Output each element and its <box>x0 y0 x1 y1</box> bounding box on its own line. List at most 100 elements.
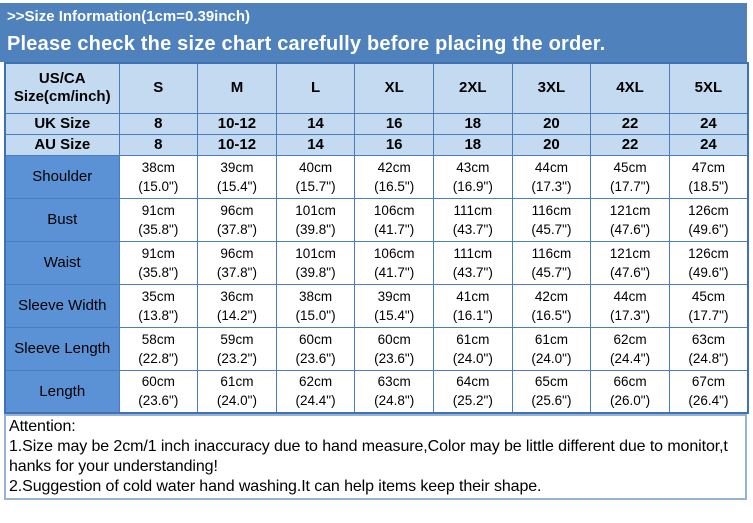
cm-value: 42cm <box>534 288 568 304</box>
attention-line-1: 1.Size may be 2cm/1 inch inaccuracy due … <box>9 438 728 455</box>
cm-value: 35cm <box>141 288 175 304</box>
measurement-cell: 45cm (17.7") <box>668 283 749 328</box>
row-header-waist: Waist <box>4 240 120 285</box>
inch-value: (49.6") <box>688 221 729 237</box>
measurement-cell: 41cm (16.1") <box>433 283 513 328</box>
row-header-length: Length <box>4 369 120 414</box>
measurement-cell: 111cm (43.7") <box>433 240 513 285</box>
measurement-cell: 101cm (39.8") <box>275 197 356 242</box>
cm-value: 106cm <box>373 202 415 218</box>
measurement-cell: 66cm (26.0") <box>590 369 670 414</box>
au-size-value: 18 <box>433 133 513 156</box>
measurement-cell: 45cm (17.7") <box>590 154 670 199</box>
measurement-cell: 40cm (15.7") <box>275 154 356 199</box>
cm-value: 106cm <box>373 245 415 261</box>
measurement-cell: 121cm (47.6") <box>590 197 670 242</box>
inch-value: (26.4") <box>688 393 729 409</box>
row-header-uk-size: UK Size <box>4 112 120 135</box>
row-header-bust: Bust <box>4 197 120 242</box>
inch-value: (24.0") <box>216 393 257 409</box>
inch-value: (17.3") <box>610 307 651 323</box>
inch-value: (25.2") <box>452 393 493 409</box>
column-header-l: L <box>275 62 356 114</box>
cm-value: 126cm <box>688 245 729 261</box>
inch-value: (39.8") <box>295 264 336 280</box>
measurement-cell: 38cm (15.0") <box>118 154 199 199</box>
inch-value: (13.8") <box>138 307 179 323</box>
cm-value: 65cm <box>534 374 568 390</box>
inch-value: (16.5") <box>531 307 572 323</box>
measurement-cell: 67cm (26.4") <box>668 369 749 414</box>
au-size-value: 16 <box>354 133 434 156</box>
measurement-cell: 91cm (35.8") <box>118 197 199 242</box>
measurement-cell: 91cm (35.8") <box>118 240 199 285</box>
measurement-cell: 116cm (45.7") <box>511 240 592 285</box>
row-uk-size: UK Size 8 10-12 14 16 18 20 22 24 <box>4 112 749 135</box>
cm-value: 38cm <box>141 159 175 175</box>
cm-value: 121cm <box>609 202 651 218</box>
cm-value: 60cm <box>141 374 175 390</box>
row-length: Length 60cm (23.6") 61cm (24.0") 62cm (24.4… <box>4 369 749 414</box>
measurement-cell: 35cm (13.8") <box>118 283 199 328</box>
cm-value: 96cm <box>220 245 254 261</box>
au-size-value: 22 <box>590 133 670 156</box>
inch-value: (45.7") <box>531 264 572 280</box>
inch-value: (24.8") <box>374 393 415 409</box>
measurement-cell: 44cm (17.3") <box>511 154 592 199</box>
uk-size-value: 22 <box>590 112 670 135</box>
cm-value: 121cm <box>609 245 651 261</box>
row-header-shoulder: Shoulder <box>4 154 120 199</box>
column-header-m: M <box>197 62 277 114</box>
column-header-4xl: 4XL <box>590 62 670 114</box>
au-size-value: 20 <box>511 133 592 156</box>
cm-value: 58cm <box>141 331 175 347</box>
cm-value: 101cm <box>295 202 336 218</box>
measurement-cell: 62cm (24.4") <box>590 326 670 371</box>
cm-value: 116cm <box>531 245 572 261</box>
inch-value: (14.2") <box>216 307 257 323</box>
measurement-cell: 59cm (23.2") <box>197 326 277 371</box>
inch-value: (24.0") <box>531 350 572 366</box>
measurement-cell: 47cm (18.5") <box>668 154 749 199</box>
inch-value: (47.6") <box>610 221 651 237</box>
inch-value: (15.0") <box>295 307 336 323</box>
cm-value: 39cm <box>220 159 254 175</box>
measurement-cell: 39cm (15.4") <box>354 283 434 328</box>
measurement-cell: 62cm (24.4") <box>275 369 356 414</box>
measurement-cell: 36cm (14.2") <box>197 283 277 328</box>
measurement-cell: 39cm (15.4") <box>197 154 277 199</box>
cm-value: 91cm <box>141 245 175 261</box>
cm-value: 62cm <box>613 331 647 347</box>
row-sleeve-width: Sleeve Width 35cm (13.8") 36cm (14.2") 38c… <box>4 283 749 328</box>
inch-value: (26.0") <box>610 393 651 409</box>
measurement-cell: 60cm (23.6") <box>275 326 356 371</box>
inch-value: (17.7") <box>610 178 651 194</box>
cm-value: 45cm <box>691 288 725 304</box>
measurement-cell: 116cm (45.7") <box>511 197 592 242</box>
cm-value: 59cm <box>220 331 254 347</box>
order-warning-text: Please check the size chart carefully be… <box>7 33 606 55</box>
inch-value: (23.6") <box>374 350 415 366</box>
inch-value: (23.6") <box>295 350 336 366</box>
cm-value: 63cm <box>377 374 411 390</box>
inch-value: (17.3") <box>531 178 572 194</box>
inch-value: (25.6") <box>531 393 572 409</box>
cm-value: 62cm <box>299 374 333 390</box>
size-chart-table: US/CA Size(cm/inch) S M L XL 2XL 3XL 4XL… <box>4 62 749 414</box>
attention-title: Attention: <box>9 418 76 435</box>
inch-value: (16.9") <box>452 178 493 194</box>
measurement-cell: 60cm (23.6") <box>354 326 434 371</box>
au-size-value: 10-12 <box>197 133 277 156</box>
uk-size-value: 8 <box>118 112 199 135</box>
inch-value: (49.6") <box>688 264 729 280</box>
measurement-cell: 106cm (41.7") <box>354 197 434 242</box>
inch-value: (17.7") <box>688 307 729 323</box>
cm-value: 44cm <box>613 288 647 304</box>
column-header-xl: XL <box>354 62 434 114</box>
cm-value: 40cm <box>299 159 333 175</box>
measurement-cell: 96cm (37.8") <box>197 240 277 285</box>
cm-value: 60cm <box>299 331 333 347</box>
inch-value: (18.5") <box>688 178 729 194</box>
column-header-2xl: 2XL <box>433 62 513 114</box>
inch-value: (23.6") <box>138 393 179 409</box>
